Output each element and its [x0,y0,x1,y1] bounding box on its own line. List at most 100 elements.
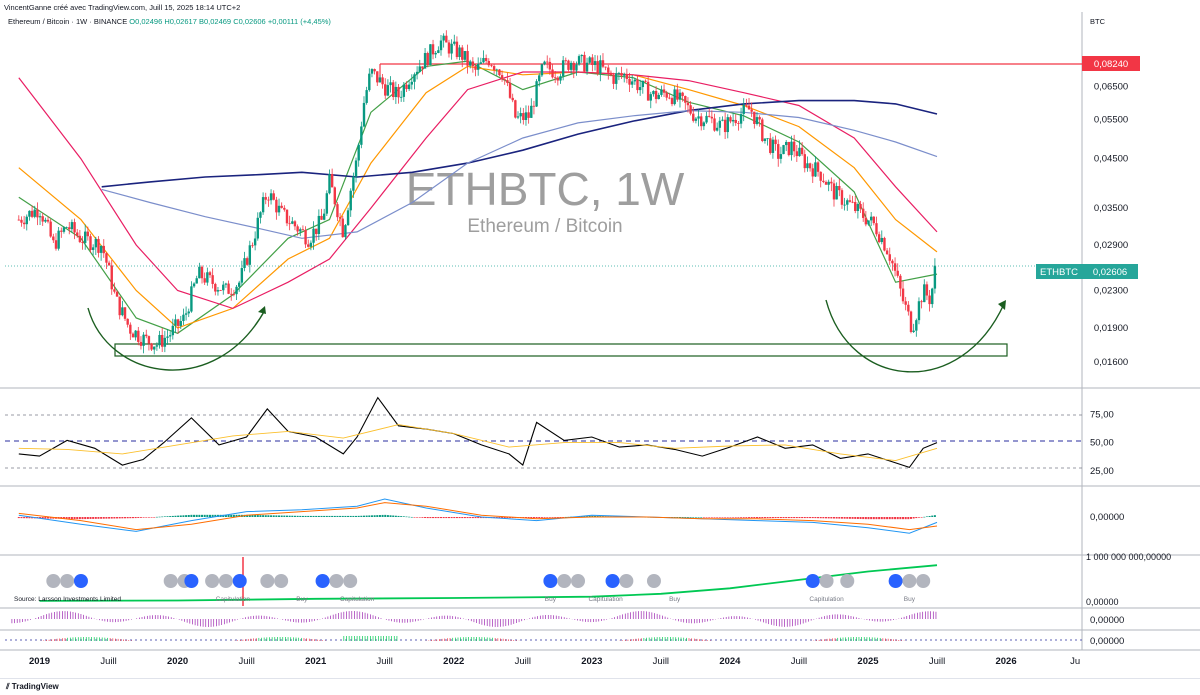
candle-body-237 [646,81,650,101]
candle-body-282 [766,138,769,140]
macd-hist-309 [838,517,841,519]
open-value: O0,02496 [129,17,163,26]
rsi_ma-line [18,424,938,462]
macd-hist-67 [195,514,198,517]
candle-body-128 [357,144,360,161]
candle-body-18 [65,227,68,229]
macd-hist-267 [726,517,729,518]
macd-hist-58 [171,515,174,517]
candle-body-25 [83,231,87,243]
macd-hist-317 [859,517,862,520]
low-value: B0,02469 [198,17,232,26]
signal-dot-7 [218,574,233,588]
macd-hist-38 [118,517,121,519]
candle-body-336 [909,311,913,332]
rsi-tick-label: 75,00 [1090,410,1114,421]
cup-arc-left [87,307,266,371]
candle-body-40 [123,307,127,319]
macd-hist-79 [227,514,230,517]
candle-body-260 [707,115,711,117]
candle-body-210 [575,64,578,71]
macd-hist-72 [208,514,211,517]
macd-hist-127 [355,515,358,517]
candle-body-27 [89,236,92,250]
macd-hist-334 [904,517,907,520]
cap-label-5: Buy [669,596,681,603]
macd-hist-268 [729,517,732,518]
candle-body-211 [577,56,581,65]
macd-hist-70 [203,514,206,517]
candle-body-294 [798,147,801,157]
macd-hist-116 [325,515,328,517]
macd-hist-205 [562,517,565,518]
macd-hist-47 [142,517,145,518]
candle-body-130 [362,102,366,127]
candle-body-177 [487,60,491,66]
macd-hist-46 [139,517,142,518]
macd-hist-254 [692,517,695,518]
macd-hist-101 [285,515,288,517]
candle-body-238 [649,94,652,101]
macd-hist-92 [262,515,265,517]
candle-body-84 [240,268,244,283]
candle-body-59 [174,319,177,326]
macd-hist-291 [790,517,793,519]
macd-hist-263 [716,517,719,518]
candle-body-57 [168,335,172,337]
candle-body-259 [705,115,708,123]
macd-hist-124 [347,515,350,517]
macd-hist-39 [121,517,124,519]
macd-hist-107 [301,515,304,517]
signal-dot-2 [73,574,88,588]
macd-hist-157 [434,517,437,519]
macd-hist-315 [854,517,857,519]
candle-body-261 [710,116,714,119]
macd-hist-295 [801,517,804,519]
candle-body-93 [264,197,267,200]
candle-body-277 [753,111,756,124]
candle-body-221 [604,66,607,68]
macd-hist-59 [174,515,177,517]
candle-body-33 [105,253,108,263]
candle-body-127 [354,160,358,177]
candle-body-111 [312,228,315,243]
cup-arrow-left [258,306,266,314]
candle-body-167 [461,47,464,60]
candle-body-34 [107,262,111,266]
candle-body-320 [867,220,870,225]
candle-body-8 [38,216,42,218]
candle-body-10 [44,219,47,222]
macd-hist-204 [559,517,562,518]
candle-body-71 [206,272,209,283]
candle-body-23 [78,235,82,243]
macd-hist-60 [177,515,180,517]
macd-hist-270 [734,517,737,518]
candle-body-230 [628,78,631,85]
candle-body-38 [118,296,121,316]
candle-body-6 [33,209,36,217]
time-axis: 2019 Juill 2020 Juill 2021 Juill 2022 Juill 2023… [29,656,1080,667]
candle-body-21 [73,222,76,233]
macd-hist-328 [888,517,891,520]
candle-body-337 [912,330,915,332]
candle-body-122 [341,218,344,238]
candle-body-268 [729,117,732,122]
macd-hist-301 [817,517,820,519]
candle-body-328 [888,254,891,261]
candle-body-228 [623,74,626,76]
candle-body-200 [548,61,552,70]
candle-body-48 [145,334,148,337]
candle-body-240 [654,90,658,100]
candle-body-113 [317,215,321,235]
candle-body-165 [455,41,459,58]
candle-body-151 [418,66,421,72]
macd-hist-113 [317,515,320,517]
macd-hist-294 [798,517,801,519]
candle-body-89 [253,238,257,246]
candle-body-286 [777,144,780,159]
macd-hist-139 [386,515,389,517]
candle-body-231 [630,81,634,85]
candle-body-87 [248,245,252,265]
macd-hist-86 [246,514,249,517]
